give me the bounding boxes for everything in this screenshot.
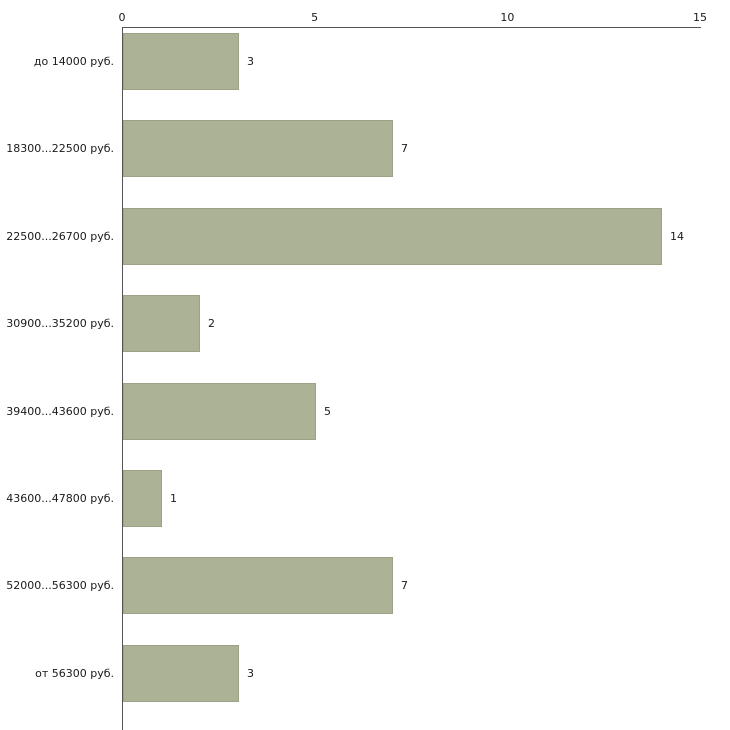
value-label: 14 xyxy=(670,230,684,243)
x-tick-label: 5 xyxy=(311,11,319,24)
category-label: 18300...22500 руб. xyxy=(6,142,114,155)
bar xyxy=(123,295,200,352)
x-tick-label: 10 xyxy=(500,11,515,24)
bar xyxy=(123,470,162,527)
category-label: до 14000 руб. xyxy=(33,55,114,68)
category-label: 39400...43600 руб. xyxy=(6,405,114,418)
category-label: 22500...26700 руб. xyxy=(6,230,114,243)
bar xyxy=(123,208,662,265)
value-label: 7 xyxy=(401,142,408,155)
value-label: 3 xyxy=(247,55,254,68)
x-tick-label: 15 xyxy=(693,11,707,24)
bar xyxy=(123,557,393,614)
category-label: 52000...56300 руб. xyxy=(6,579,114,592)
category-label: 30900...35200 руб. xyxy=(6,317,114,330)
category-label: от 56300 руб. xyxy=(35,667,114,680)
y-axis-line xyxy=(122,27,123,730)
value-label: 2 xyxy=(208,317,215,330)
category-label: 43600...47800 руб. xyxy=(6,492,114,505)
x-tick-label: 0 xyxy=(118,11,126,24)
value-label: 5 xyxy=(324,405,331,418)
value-label: 3 xyxy=(247,667,254,680)
value-label: 7 xyxy=(401,579,408,592)
value-label: 1 xyxy=(170,492,177,505)
bar xyxy=(123,383,316,440)
bar xyxy=(123,645,239,702)
bar xyxy=(123,33,239,90)
bar xyxy=(123,120,393,177)
x-axis-line xyxy=(122,27,701,28)
